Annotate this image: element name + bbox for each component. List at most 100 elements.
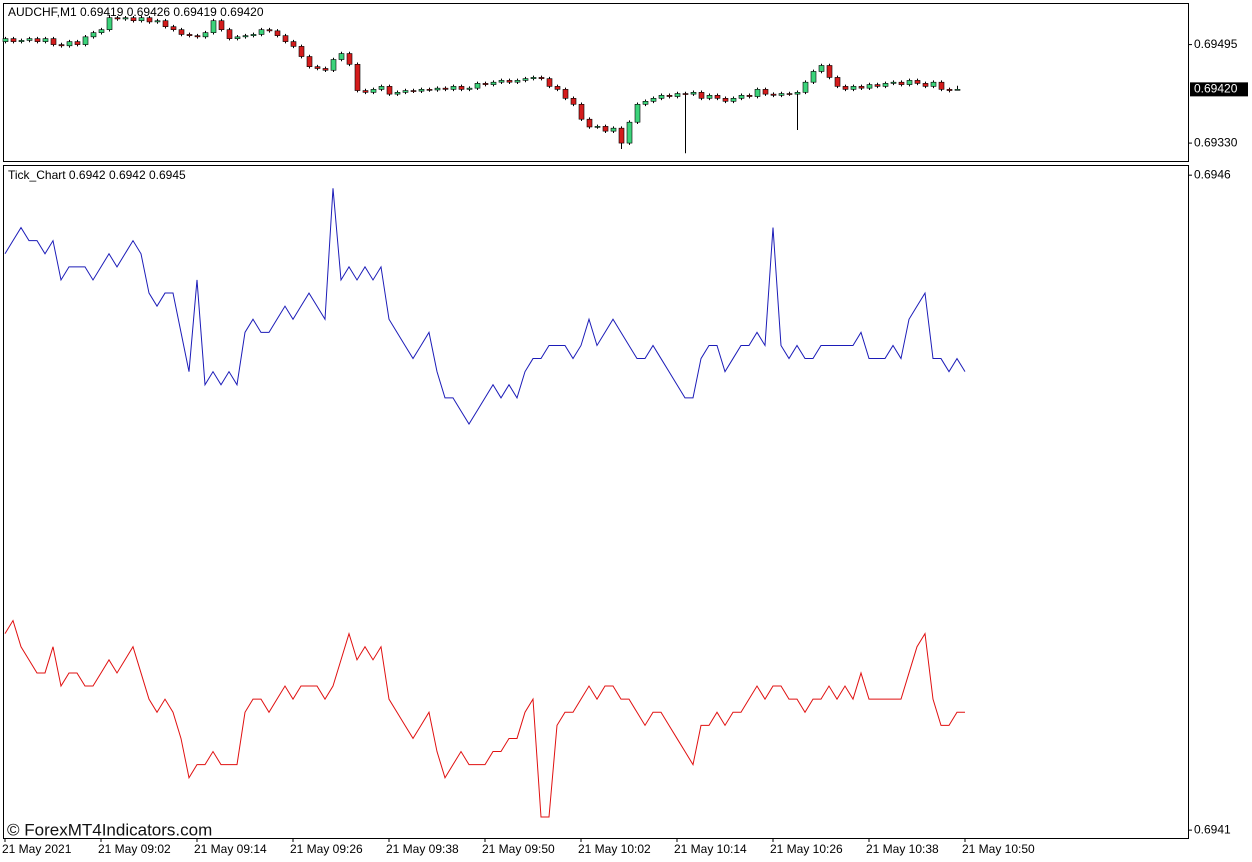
y-tick-label: 0.6946: [1194, 167, 1231, 181]
candle-body: [890, 81, 897, 84]
candle-body: [826, 65, 833, 78]
x-tick-label: 21 May 10:26: [770, 842, 843, 856]
last-price-box: [1190, 82, 1248, 97]
candle-body: [258, 29, 265, 35]
candle-body: [250, 34, 257, 36]
candle-body: [330, 59, 337, 71]
candle-body: [106, 17, 113, 30]
candle-body: [642, 101, 649, 105]
x-tick-label: 21 May 10:14: [674, 842, 747, 856]
y-tick-label: 0.69330: [1194, 135, 1238, 149]
candle-body: [706, 95, 713, 99]
candle-body: [530, 77, 537, 79]
candle-body: [90, 32, 97, 38]
x-tick-label: 21 May 10:02: [578, 842, 651, 856]
candle-body: [522, 78, 529, 81]
candle-body: [34, 38, 41, 42]
candle-body: [122, 17, 129, 20]
candle-body: [202, 32, 209, 38]
candle-body: [210, 20, 217, 33]
candle-body: [114, 17, 121, 20]
candle-body: [146, 17, 153, 23]
candle-body: [410, 90, 417, 92]
x-tick-label: 21 May 09:14: [194, 842, 267, 856]
candle-body: [770, 93, 777, 96]
candle-body: [666, 95, 673, 97]
candle-body: [386, 86, 393, 95]
candle-body: [906, 80, 913, 85]
candle-body: [954, 89, 961, 91]
candle-body: [282, 35, 289, 42]
candle-body: [2, 38, 9, 42]
series-line: [4, 188, 966, 426]
candle-body: [194, 35, 201, 38]
candle-body: [266, 29, 273, 32]
candle-body: [426, 89, 433, 91]
candle-body: [322, 68, 329, 71]
candle-body: [514, 80, 521, 83]
candle-body: [218, 20, 225, 30]
candle-body: [466, 87, 473, 90]
y-tick-label: 0.6941: [1194, 822, 1231, 836]
candle-body: [394, 92, 401, 95]
candle-body: [170, 26, 177, 30]
candle-body: [26, 38, 33, 41]
candle-body: [18, 40, 25, 42]
candle-body: [810, 71, 817, 83]
candle-body: [946, 89, 953, 91]
candle-body: [186, 34, 193, 36]
candle-body: [674, 93, 681, 97]
candle-body: [626, 121, 633, 144]
x-tick-label: 21 May 10:38: [866, 842, 939, 856]
candle-body: [346, 53, 353, 65]
candle-body: [722, 98, 729, 102]
candle-body: [306, 56, 313, 67]
candle-body: [882, 83, 889, 87]
candle-body: [434, 87, 441, 91]
candle-body: [362, 90, 369, 93]
candle-body: [474, 83, 481, 89]
candle-body: [498, 80, 505, 83]
candle-body: [298, 46, 305, 57]
candle-body: [754, 89, 761, 97]
candle-body: [178, 29, 185, 35]
candle-body: [762, 89, 769, 95]
candle-body: [698, 92, 705, 99]
candle-body: [378, 86, 385, 90]
candle-body: [586, 118, 593, 128]
candle-body: [866, 84, 873, 89]
candle-body: [746, 95, 753, 97]
candle-body: [914, 80, 921, 84]
candle-body: [290, 41, 297, 47]
candle-body: [922, 83, 929, 87]
candle-body: [354, 63, 361, 91]
candle-body: [242, 35, 249, 38]
candle-body: [634, 103, 641, 123]
candle-body: [162, 20, 169, 27]
candle-body: [10, 38, 17, 42]
candle-body: [490, 81, 497, 85]
candle-body: [874, 84, 881, 87]
candle-body: [778, 93, 785, 96]
candle-body: [650, 98, 657, 102]
candle-body: [74, 41, 81, 45]
candle-body: [274, 30, 281, 36]
candle-body: [450, 86, 457, 90]
candle-body: [730, 98, 737, 102]
candle-body: [402, 90, 409, 93]
series-line: [4, 619, 965, 818]
x-tick-label: 21 May 09:26: [290, 842, 363, 856]
candle-body: [538, 77, 545, 79]
x-tick-label: 21 May 09:38: [386, 842, 459, 856]
candle-body: [594, 126, 601, 128]
chart-title: Tick_Chart 0.6942 0.6942 0.6945: [8, 168, 186, 182]
candle-body: [458, 86, 465, 90]
candle-body: [562, 89, 569, 99]
candle-body: [818, 65, 825, 72]
candle-body: [234, 36, 241, 39]
candle-body: [570, 98, 577, 105]
